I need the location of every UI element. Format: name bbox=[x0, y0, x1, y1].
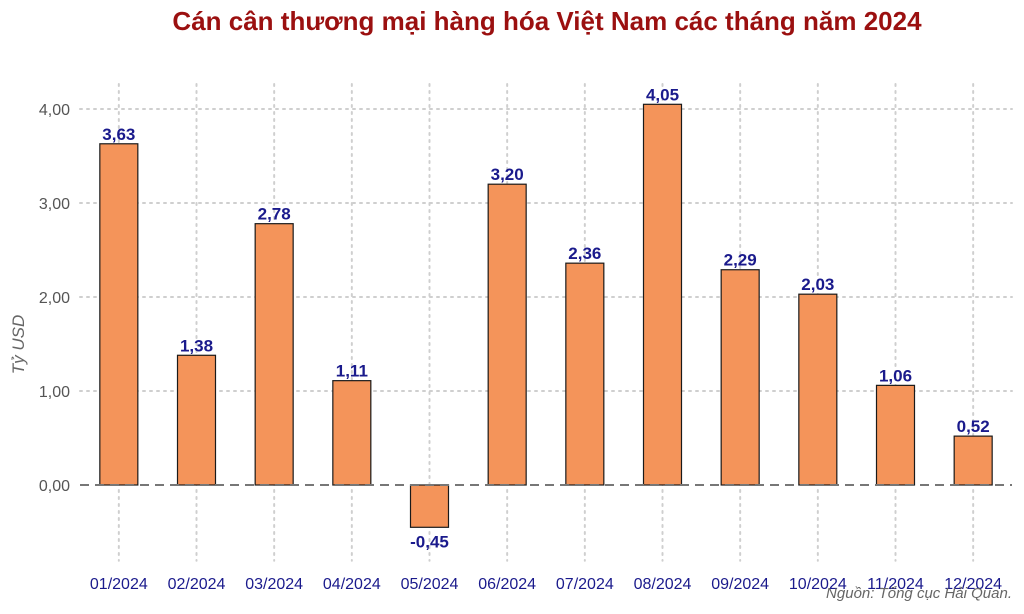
x-tick-label: 08/2024 bbox=[634, 576, 692, 593]
bar bbox=[409, 484, 450, 528]
x-tick-label: 06/2024 bbox=[478, 576, 536, 593]
bar bbox=[798, 293, 838, 486]
data-label: 1,11 bbox=[336, 362, 368, 381]
bar bbox=[487, 183, 527, 486]
bar bbox=[332, 380, 372, 486]
y-tick-label: 4,00 bbox=[39, 102, 70, 119]
x-tick-label: 07/2024 bbox=[556, 576, 614, 593]
x-tick-label: 04/2024 bbox=[323, 576, 381, 593]
data-label: 1,38 bbox=[180, 336, 213, 355]
x-tick-label: 05/2024 bbox=[401, 576, 459, 593]
x-tick-label: 12/2024 bbox=[944, 576, 1002, 593]
y-tick-label: 2,00 bbox=[39, 290, 70, 307]
x-axis-ticks: 01/2024 02/2024 03/2024 04/2024 05/2024 06/20… bbox=[90, 576, 1002, 593]
bar bbox=[642, 103, 683, 486]
bar bbox=[565, 262, 605, 486]
source-note: Nguồn: Tổng cục Hải Quan. bbox=[826, 585, 1012, 602]
bar bbox=[953, 435, 993, 486]
y-axis-label: Tỷ USD bbox=[9, 315, 28, 375]
grid-lines bbox=[79, 83, 1013, 562]
data-label: 2,29 bbox=[724, 251, 757, 270]
bar bbox=[254, 223, 294, 486]
data-label: 2,36 bbox=[568, 244, 601, 263]
data-label: 2,78 bbox=[258, 205, 291, 224]
data-label: 3,20 bbox=[491, 165, 524, 184]
y-tick-label: 0,00 bbox=[39, 478, 70, 495]
bar bbox=[176, 354, 217, 486]
data-label: 2,03 bbox=[801, 275, 834, 294]
data-label: 3,63 bbox=[102, 125, 135, 144]
x-tick-label: 09/2024 bbox=[711, 576, 769, 593]
x-tick-label: 03/2024 bbox=[245, 576, 303, 593]
bar bbox=[99, 143, 139, 486]
data-label: 4,05 bbox=[646, 85, 679, 104]
x-tick-label: 11/2024 bbox=[867, 576, 924, 593]
data-label: -0,45 bbox=[410, 532, 449, 551]
y-tick-label: 3,00 bbox=[39, 196, 70, 213]
bars bbox=[99, 103, 993, 528]
chart-title: Cán cân thương mại hàng hóa Việt Nam các… bbox=[172, 6, 922, 36]
y-axis-ticks: 0,00 1,00 2,00 3,00 4,00 bbox=[39, 102, 70, 495]
x-tick-label: 01/2024 bbox=[90, 576, 148, 593]
bar bbox=[875, 384, 916, 486]
x-tick-label: 10/2024 bbox=[789, 576, 847, 593]
data-label: 1,06 bbox=[879, 366, 912, 385]
data-labels: 3,63 1,38 2,78 1,11 -0,45 3,20 2,36 4,05 2,29 2,0… bbox=[102, 85, 989, 551]
y-tick-label: 1,00 bbox=[39, 384, 70, 401]
x-tick-label: 02/2024 bbox=[168, 576, 226, 593]
bar bbox=[720, 269, 760, 486]
data-label: 0,52 bbox=[957, 417, 990, 436]
